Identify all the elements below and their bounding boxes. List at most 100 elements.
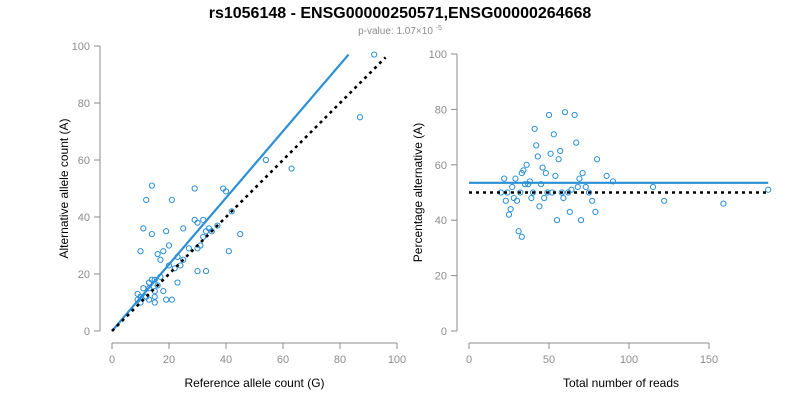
pvalue-text: p-value: 1.07×10 xyxy=(358,26,433,37)
data-point xyxy=(140,285,147,292)
data-point xyxy=(593,156,601,163)
data-point xyxy=(151,299,158,306)
y-tick-label: 60 xyxy=(435,160,447,172)
y-tick-label: 100 xyxy=(429,49,447,61)
data-point xyxy=(168,296,175,303)
data-point xyxy=(603,172,610,179)
data-point xyxy=(180,256,187,263)
data-point xyxy=(137,248,144,255)
data-point xyxy=(513,197,521,204)
y-axis-title: Alternative allele count (A) xyxy=(57,118,71,258)
y-tick-label: 20 xyxy=(78,269,90,281)
data-point xyxy=(518,233,525,240)
data-point xyxy=(576,175,583,182)
data-point xyxy=(557,147,564,155)
data-point xyxy=(202,268,210,275)
data-point xyxy=(531,125,538,132)
data-point xyxy=(526,178,533,185)
data-point xyxy=(502,197,509,204)
data-point xyxy=(536,203,543,210)
pvalue-subtitle: p-value: 1.07×10 -5 xyxy=(358,25,442,37)
data-point xyxy=(208,228,215,235)
data-point xyxy=(501,175,508,182)
data-point xyxy=(222,188,230,195)
fit-line xyxy=(111,53,350,332)
data-point xyxy=(528,194,535,202)
data-point xyxy=(262,156,269,164)
data-point xyxy=(145,285,153,292)
data-point xyxy=(553,217,561,224)
data-point xyxy=(160,288,167,295)
data-point xyxy=(555,156,562,163)
x-tick-label: 80 xyxy=(334,354,346,366)
data-point xyxy=(537,181,545,188)
data-point xyxy=(160,248,167,255)
data-point xyxy=(573,139,580,146)
y-axis-title: Percentage alternative (A) xyxy=(411,123,425,262)
data-point xyxy=(371,51,378,58)
data-point xyxy=(145,296,153,303)
x-tick-label: 0 xyxy=(109,354,115,366)
data-point xyxy=(512,175,519,182)
data-point xyxy=(163,296,170,303)
data-point xyxy=(552,172,559,179)
data-point xyxy=(520,167,527,174)
data-point xyxy=(521,181,529,188)
data-point xyxy=(560,194,567,202)
data-point xyxy=(191,185,198,192)
data-point xyxy=(143,196,150,203)
data-point xyxy=(228,208,235,215)
data-point xyxy=(237,231,244,238)
data-point xyxy=(561,109,569,116)
data-point xyxy=(547,150,554,157)
data-point xyxy=(171,265,178,272)
data-point xyxy=(154,250,161,258)
x-tick-label: 0 xyxy=(466,354,472,366)
data-point xyxy=(185,245,193,252)
data-point xyxy=(529,189,537,196)
data-point xyxy=(163,228,170,235)
x-axis-title: Reference allele count (G) xyxy=(184,376,324,390)
data-point xyxy=(545,111,553,119)
data-point xyxy=(574,183,581,191)
y-tick-label: 80 xyxy=(78,98,90,110)
data-point xyxy=(288,165,295,172)
data-point xyxy=(507,206,514,213)
x-tick-label: 40 xyxy=(220,354,232,366)
data-point xyxy=(148,182,155,189)
data-point xyxy=(661,197,668,204)
y-tick-label: 60 xyxy=(78,155,90,167)
data-point xyxy=(539,164,546,171)
reference-dotted-line xyxy=(111,56,387,332)
data-point xyxy=(550,131,557,138)
data-point xyxy=(589,197,596,204)
data-point xyxy=(720,200,727,207)
y-tick-label: 80 xyxy=(435,104,447,116)
data-point xyxy=(194,268,201,275)
y-tick-label: 0 xyxy=(441,326,447,338)
allele-count-scatter-panel: 0 20 40 60 80 100 0 20 40 60 80 100 Reference allele… xyxy=(57,41,406,390)
y-tick-label: 40 xyxy=(78,212,90,224)
data-point xyxy=(140,225,147,232)
data-point xyxy=(174,279,181,286)
data-point xyxy=(168,196,175,203)
data-point xyxy=(566,208,573,215)
data-point xyxy=(592,208,599,215)
data-point xyxy=(523,161,530,168)
x-axis-title: Total number of reads xyxy=(563,376,679,390)
data-point xyxy=(505,211,513,218)
x-tick-label: 150 xyxy=(700,354,718,366)
data-point xyxy=(577,217,585,224)
data-point xyxy=(585,189,593,196)
data-point xyxy=(509,183,516,191)
data-point xyxy=(579,170,586,177)
y-tick-label: 100 xyxy=(72,41,90,53)
data-point xyxy=(137,299,144,306)
data-point xyxy=(165,242,173,249)
percentage-alternative-scatter-panel: 0 50 100 150 0 20 40 60 80 100 Total number of rea… xyxy=(411,49,772,390)
x-tick-label: 50 xyxy=(543,354,555,366)
data-point xyxy=(157,256,164,263)
pvalue-exponent: -5 xyxy=(436,25,442,32)
x-tick-label: 100 xyxy=(620,354,638,366)
data-point xyxy=(571,111,578,119)
